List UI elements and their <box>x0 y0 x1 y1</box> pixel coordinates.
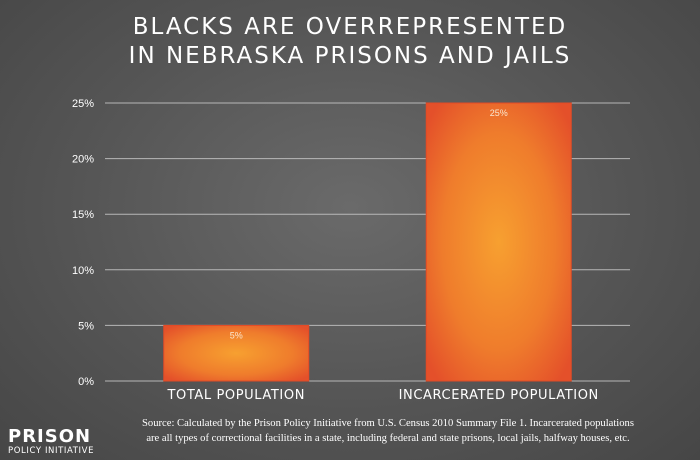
y-tick-label: 0% <box>78 376 94 388</box>
logo-main-text: PRISON <box>8 426 92 447</box>
chart-title-line-2: IN NEBRASKA PRISONS AND JAILS <box>128 43 572 69</box>
x-category-label: INCARCERATED POPULATION <box>399 388 599 403</box>
x-category-label: TOTAL POPULATION <box>166 388 305 403</box>
y-tick-label: 5% <box>78 320 94 332</box>
y-tick-label: 20% <box>72 154 94 166</box>
logo-sub-text: POLICY INITIATIVE <box>8 446 95 456</box>
y-tick-label: 15% <box>72 209 94 221</box>
prison-policy-initiative-logo: PRISON POLICY INITIATIVE <box>8 428 94 457</box>
bar-value-label: 5% <box>230 330 243 340</box>
source-note-line-1: Source: Calculated by the Prison Policy … <box>142 418 634 429</box>
y-tick-label: 25% <box>72 98 94 110</box>
y-tick-label: 10% <box>72 265 94 277</box>
source-note: Source: Calculated by the Prison Policy … <box>88 416 688 446</box>
source-note-line-2: are all types of correctional facilities… <box>146 433 630 444</box>
bar <box>163 324 310 382</box>
bar-value-label: 25% <box>490 108 508 118</box>
bar <box>425 102 572 382</box>
chart-title-line-1: BLACKS ARE OVERREPRESENTED <box>132 14 568 40</box>
